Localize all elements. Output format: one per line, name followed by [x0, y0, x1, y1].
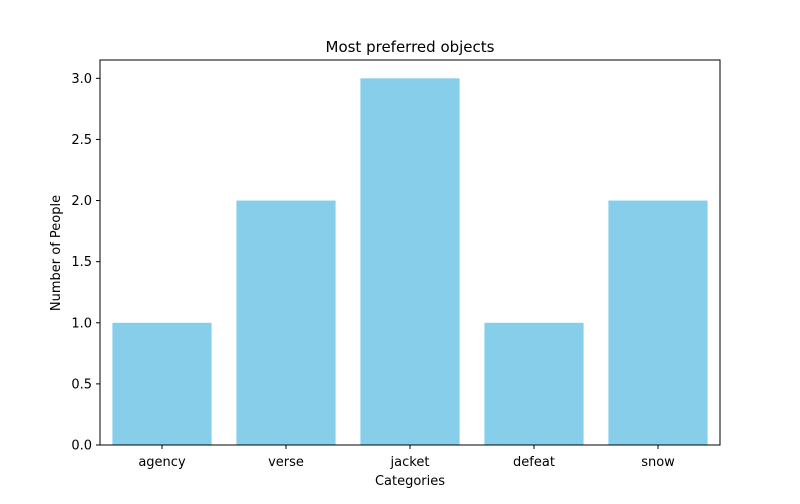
x-tick-label: verse [268, 455, 304, 470]
chart-title: Most preferred objects [326, 38, 495, 56]
x-tick-label: jacket [390, 455, 430, 470]
y-axis: 0.0 0.5 1.0 1.5 2.0 2.5 3.0 [71, 72, 100, 454]
x-axis: agency verse jacket defeat snow [138, 445, 675, 470]
x-tick-label: defeat [513, 455, 555, 470]
y-tick-label: 1.5 [71, 255, 92, 270]
bar-agency [112, 322, 212, 445]
y-tick-label: 3.0 [71, 72, 92, 87]
x-axis-label: Categories [375, 474, 445, 489]
x-tick-label: agency [138, 455, 186, 470]
bar-verse [236, 200, 336, 445]
y-tick-label: 0.0 [71, 439, 92, 454]
y-axis-label: Number of People [49, 195, 64, 311]
plot-area [99, 59, 721, 446]
bar-jacket [360, 78, 460, 445]
bar-snow [608, 200, 708, 445]
x-tick-label: snow [641, 455, 675, 470]
y-tick-label: 0.5 [71, 377, 92, 392]
y-tick-label: 2.0 [71, 194, 92, 209]
bar-defeat [484, 322, 584, 445]
y-tick-label: 1.0 [71, 316, 92, 331]
y-tick-label: 2.5 [71, 133, 92, 148]
